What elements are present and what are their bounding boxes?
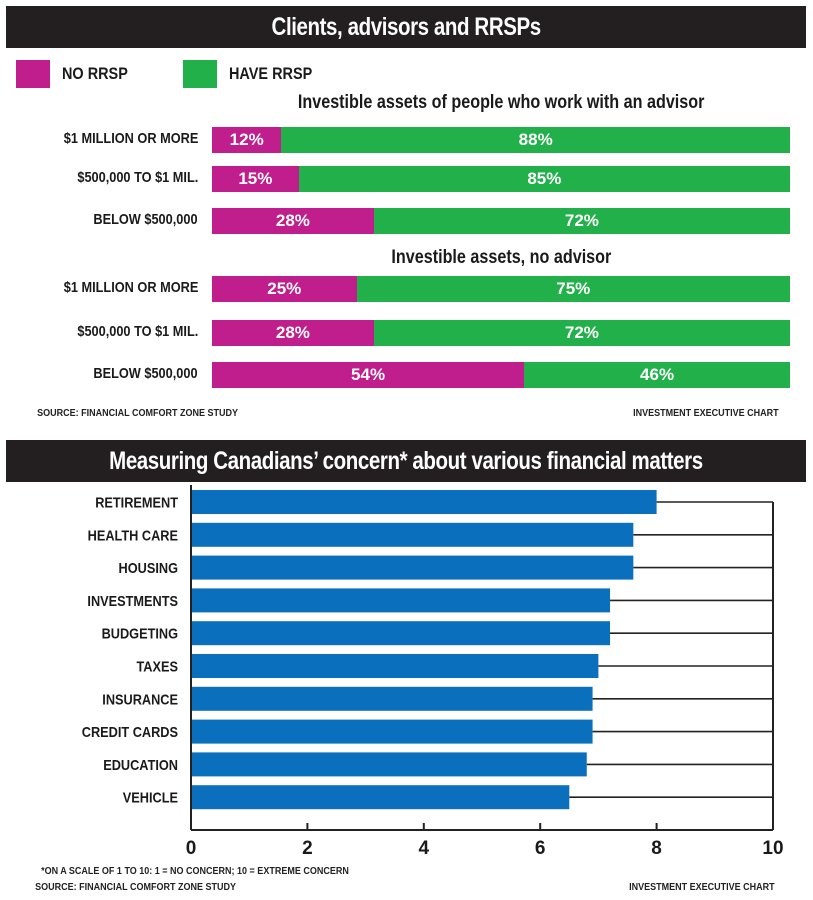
- concern-bar: [191, 522, 634, 547]
- category-label: $500,000 TO $1 MIL.: [77, 323, 198, 340]
- chart2-title-banner: Measuring Canadians’ concern* about vari…: [6, 440, 806, 482]
- segment-value-label: 75%: [556, 279, 591, 298]
- stacked-bar: 15% 85%: [212, 166, 790, 192]
- segment-value-label: 85%: [527, 169, 562, 188]
- segment-have-rrsp: 85%: [298, 166, 790, 192]
- segment-have-rrsp: 88%: [281, 127, 790, 153]
- category-label: CREDIT CARDS: [82, 723, 178, 740]
- chart2-credit: INVESTMENT EXECUTIVE CHART: [629, 882, 775, 893]
- category-label: TAXES: [136, 657, 178, 674]
- chart2-source: SOURCE: FINANCIAL COMFORT ZONE STUDY: [35, 882, 236, 893]
- x-tick-label: 2: [302, 838, 313, 859]
- segment-no-rrsp: 54%: [212, 362, 525, 388]
- category-label: HEALTH CARE: [88, 526, 178, 543]
- segment-no-rrsp: 15%: [212, 166, 299, 192]
- category-label: INVESTMENTS: [87, 592, 178, 609]
- concern-bar: [191, 490, 657, 514]
- segment-value-label: 88%: [518, 130, 553, 149]
- category-label: VEHICLE: [123, 789, 178, 806]
- chart1-source: SOURCE: FINANCIAL COMFORT ZONE STUDY: [37, 408, 238, 419]
- segment-value-label: 72%: [564, 323, 599, 342]
- x-tick-label: 10: [762, 838, 783, 859]
- stacked-bar: 12% 88%: [212, 127, 790, 153]
- category-label: RETIREMENT: [95, 493, 178, 510]
- concern-bar: [191, 621, 611, 646]
- legend-label-no-rrsp: NO RRSP: [62, 64, 128, 83]
- x-tick-label: 8: [651, 838, 662, 859]
- segment-no-rrsp: 12%: [212, 127, 282, 153]
- category-label: $500,000 TO $1 MIL.: [77, 169, 198, 186]
- stacked-bar: 54% 46%: [212, 362, 790, 388]
- category-label: BELOW $500,000: [93, 365, 198, 382]
- segment-value-label: 54%: [351, 365, 386, 384]
- stacked-bar: 28% 72%: [212, 320, 790, 346]
- category-label: BUDGETING: [102, 625, 178, 642]
- category-label: EDUCATION: [103, 756, 178, 773]
- chart2-footnote: *ON A SCALE OF 1 TO 10: 1 = NO CONCERN; …: [41, 866, 349, 877]
- x-tick-label: 0: [186, 838, 197, 859]
- segment-no-rrsp: 25%: [212, 276, 357, 302]
- chart1-legend: NO RRSP HAVE RRSP: [16, 60, 371, 88]
- chart2-title: Measuring Canadians’ concern* about vari…: [109, 446, 703, 475]
- category-label: INSURANCE: [102, 690, 178, 707]
- x-tick-label: 4: [419, 838, 430, 859]
- segment-no-rrsp: 28%: [212, 208, 374, 234]
- chart1-title-banner: Clients, advisors and RRSPs: [6, 6, 806, 48]
- segment-have-rrsp: 75%: [356, 276, 790, 302]
- group-subtitle: Investible assets of people who work wit…: [297, 92, 705, 113]
- concern-bar: [191, 752, 587, 777]
- segment-value-label: 15%: [238, 169, 273, 188]
- segment-have-rrsp: 72%: [373, 320, 790, 346]
- segment-value-label: 28%: [275, 211, 310, 230]
- x-tick-label: 6: [535, 838, 546, 859]
- segment-value-label: 25%: [267, 279, 302, 298]
- concern-bar: [191, 654, 599, 678]
- concern-bar: [191, 686, 593, 711]
- group-subtitle: Investible assets, no advisor: [391, 247, 611, 268]
- category-label: BELOW $500,000: [93, 211, 198, 228]
- concern-bar: [191, 785, 570, 810]
- segment-value-label: 12%: [229, 130, 264, 149]
- category-label: $1 MILLION OR MORE: [63, 130, 198, 147]
- legend-swatch-no-rrsp: [16, 60, 50, 88]
- category-label: HOUSING: [119, 559, 178, 576]
- segment-value-label: 46%: [640, 365, 675, 384]
- concern-bar: [191, 719, 593, 744]
- segment-value-label: 72%: [564, 211, 599, 230]
- category-label: $1 MILLION OR MORE: [63, 279, 198, 296]
- segment-have-rrsp: 46%: [524, 362, 790, 388]
- segment-have-rrsp: 72%: [373, 208, 790, 234]
- stacked-bar: 28% 72%: [212, 208, 790, 234]
- concern-bar: [191, 555, 634, 580]
- legend-label-have-rrsp: HAVE RRSP: [229, 64, 313, 83]
- chart1-credit: INVESTMENT EXECUTIVE CHART: [633, 408, 779, 419]
- concern-bar: [191, 588, 611, 613]
- chart2-bar-chart: RETIREMENT HEALTH CARE HOUSING INVESTMENTS B…: [82, 485, 784, 859]
- legend-swatch-have-rrsp: [183, 60, 218, 88]
- segment-value-label: 28%: [275, 323, 310, 342]
- chart1-title: Clients, advisors and RRSPs: [271, 12, 541, 41]
- segment-no-rrsp: 28%: [212, 320, 374, 346]
- stacked-bar: 25% 75%: [212, 276, 790, 302]
